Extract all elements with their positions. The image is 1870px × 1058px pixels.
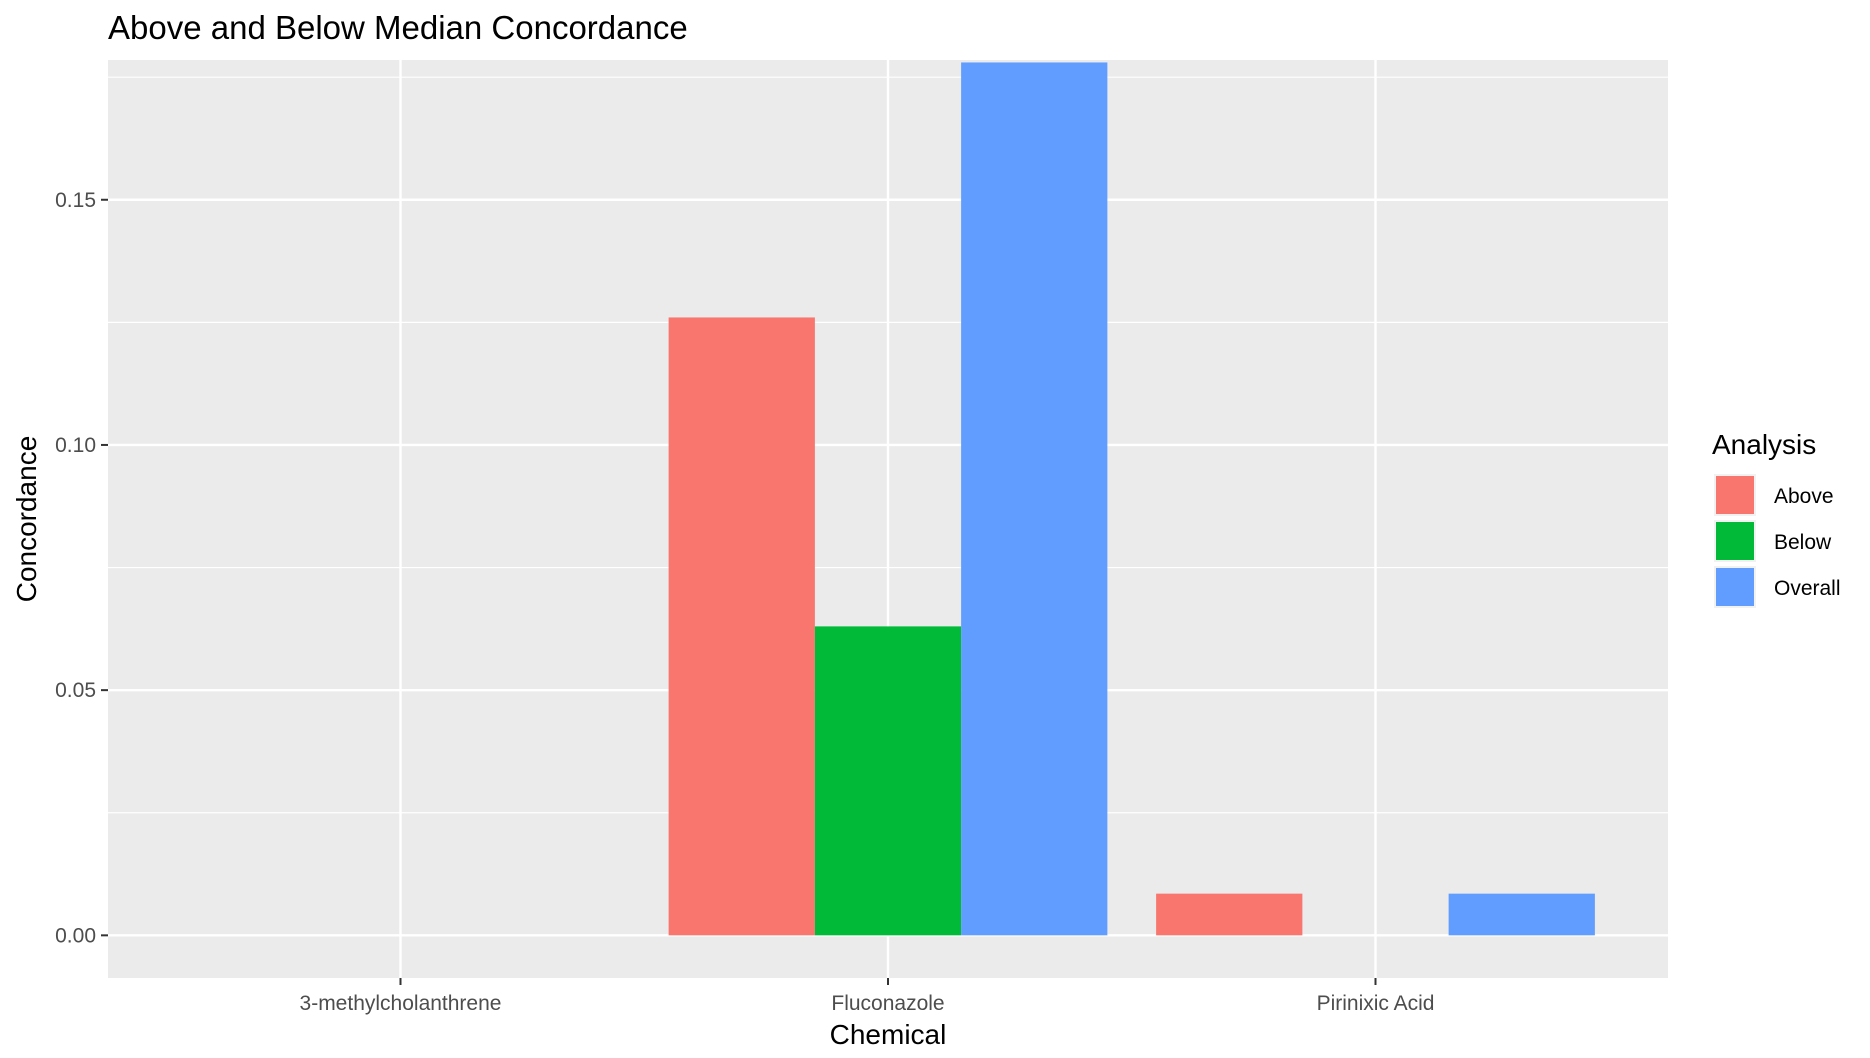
bar-overall-2 xyxy=(1448,893,1595,936)
x-tick-label: Fluconazole xyxy=(831,992,944,1015)
legend-label-above: Above xyxy=(1774,485,1834,508)
y-axis-title: Concordance xyxy=(11,436,42,603)
legend: Analysis Above Below Overall xyxy=(1712,429,1841,608)
x-axis-ticks: 3-methylcholanthrene Fluconazole Pirinixic… xyxy=(300,978,1435,1015)
y-tick-label: 0.05 xyxy=(55,679,96,702)
y-tick-label: 0.15 xyxy=(55,189,96,212)
y-tick-label: 0.00 xyxy=(55,924,96,947)
bar-below-1 xyxy=(814,626,962,936)
x-axis-title: Chemical xyxy=(830,1019,947,1050)
bar-above-1 xyxy=(668,317,815,936)
legend-swatch-below xyxy=(1716,522,1754,560)
legend-label-below: Below xyxy=(1774,531,1832,554)
bar-overall-1 xyxy=(961,62,1108,936)
legend-swatch-overall xyxy=(1716,568,1754,606)
bar-above-2 xyxy=(1156,893,1303,936)
legend-label-overall: Overall xyxy=(1774,577,1841,600)
bars xyxy=(668,62,1595,936)
legend-swatch-above xyxy=(1716,476,1754,514)
x-tick-label: 3-methylcholanthrene xyxy=(300,992,502,1015)
y-axis-ticks: 0.00 0.05 0.10 0.15 xyxy=(55,189,108,947)
chart-title: Above and Below Median Concordance xyxy=(108,9,688,46)
legend-title: Analysis xyxy=(1712,429,1816,460)
x-tick-label: Pirinixic Acid xyxy=(1317,992,1435,1015)
y-tick-label: 0.10 xyxy=(55,434,96,457)
